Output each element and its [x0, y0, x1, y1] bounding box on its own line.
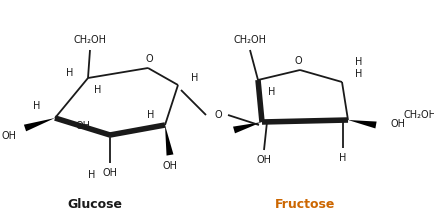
Polygon shape — [24, 118, 55, 131]
Text: H: H — [191, 73, 199, 83]
Text: Glucose: Glucose — [68, 198, 122, 212]
Polygon shape — [165, 125, 174, 156]
Polygon shape — [348, 120, 377, 128]
Text: CH₂OH: CH₂OH — [233, 35, 266, 45]
Text: O: O — [145, 54, 153, 64]
Text: CH₂OH: CH₂OH — [73, 35, 106, 45]
Text: H: H — [147, 110, 155, 120]
Text: CH₂OH: CH₂OH — [404, 110, 434, 120]
Text: OH: OH — [76, 121, 91, 131]
Text: H: H — [33, 101, 41, 111]
Text: H: H — [94, 85, 102, 95]
Text: O: O — [294, 56, 302, 66]
Text: OH: OH — [162, 161, 178, 171]
Text: H: H — [88, 170, 95, 180]
Text: OH: OH — [1, 131, 16, 141]
Text: OH: OH — [256, 155, 272, 165]
Text: Fructose: Fructose — [275, 198, 335, 212]
Text: H: H — [66, 68, 74, 78]
Text: O: O — [214, 110, 222, 120]
Text: H: H — [268, 87, 276, 97]
Text: H: H — [339, 153, 347, 163]
Text: H: H — [355, 57, 363, 67]
Text: OH: OH — [391, 119, 405, 129]
Polygon shape — [233, 122, 262, 133]
Text: OH: OH — [102, 168, 118, 178]
Text: H: H — [355, 69, 363, 79]
